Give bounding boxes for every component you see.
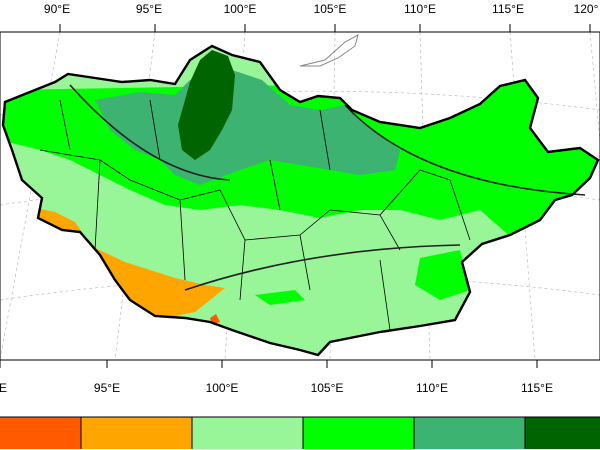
region-green-s <box>255 290 305 305</box>
region-orange-w <box>35 208 82 232</box>
legend-swatch <box>0 417 81 449</box>
panel-frame <box>0 31 600 361</box>
bottom-tick-label: 95°E <box>94 381 120 395</box>
bottom-tick-label: E <box>0 381 7 395</box>
region-medium-green <box>95 70 400 185</box>
bottom-tick-label: 100°E <box>206 381 239 395</box>
legend-swatch <box>192 417 303 449</box>
top-axis: 90°E 95°E 100°E 105°E 110°E 115°E 120° <box>44 2 599 32</box>
bottom-axis: E 95°E 100°E 105°E 110°E 115°E <box>0 360 553 395</box>
bottom-tick-label: 115°E <box>521 381 553 395</box>
bottom-tick-label: 105°E <box>311 381 344 395</box>
top-tick-label: 120° <box>574 2 599 16</box>
top-tick-label: 110°E <box>404 2 436 16</box>
legend-swatch <box>525 417 600 449</box>
region-green-se <box>415 250 470 300</box>
bottom-tick-label: 110°E <box>416 381 448 395</box>
top-tick-label: 105°E <box>314 2 347 16</box>
legend-swatch <box>81 417 192 449</box>
legend-swatch <box>303 417 414 449</box>
lake-outline <box>299 34 359 67</box>
top-tick-label: 100°E <box>224 2 257 16</box>
region-red <box>210 314 220 324</box>
top-tick-label: 115°E <box>492 2 524 16</box>
color-legend <box>0 416 600 449</box>
top-tick-label: 90°E <box>44 2 70 16</box>
zone-boundaries <box>69 84 586 291</box>
province-borders <box>39 99 471 331</box>
region-dark-green <box>178 50 235 160</box>
top-tick-label: 95°E <box>136 2 162 16</box>
legend-swatch <box>414 417 525 449</box>
